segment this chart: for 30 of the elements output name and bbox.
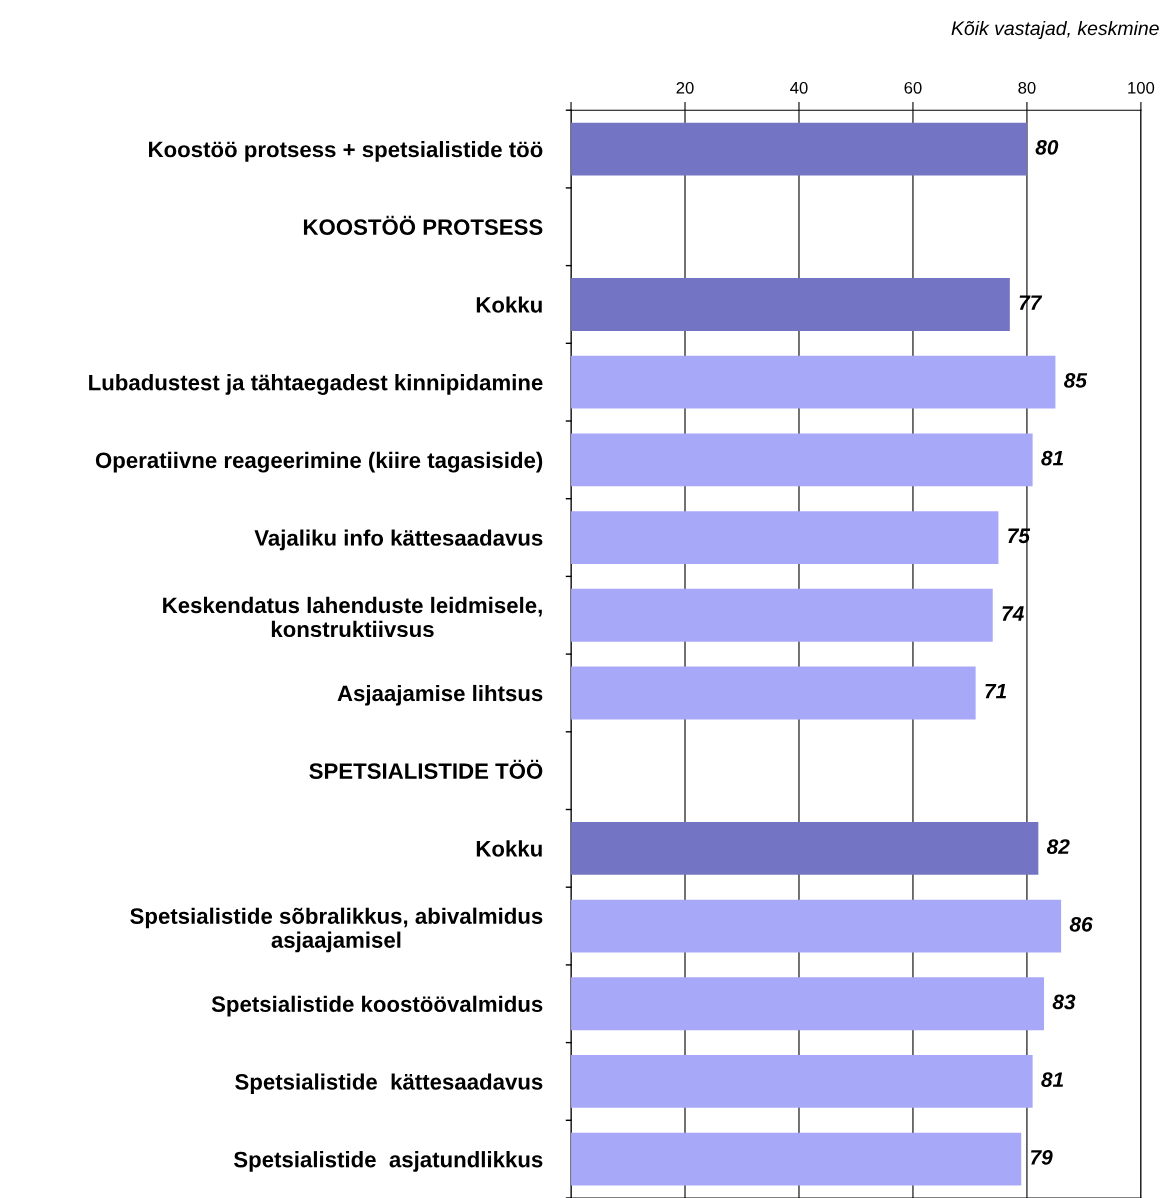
x-tick-label: 20 [676, 81, 694, 94]
y-tick-label: Spetsialistide koostöövalmidus [211, 995, 543, 1017]
y-tick-label: SPETSIALISTIDE TÖÖ [309, 759, 543, 779]
y-tick-label: KOOSTÖÖ PROTSESS [303, 215, 543, 236]
data-label: 80 [1035, 139, 1059, 155]
y-tick-label: Spetsialistide kättesaadavus [235, 1073, 543, 1095]
data-label: 85 [1064, 373, 1088, 388]
y-tick-label: Spetsialistide sõbralikkus, abivalmidus asjaajamisel [130, 907, 543, 953]
x-tick-label: 60 [904, 81, 922, 94]
x-tick-label: 80 [1018, 81, 1036, 94]
y-tick-label: Keskendatus lahenduste leidmisele, konstruktiivsus [163, 596, 542, 638]
y-tick-label: Spetsialistide asjatundlikkus [233, 1151, 543, 1172]
data-label: 86 [1069, 916, 1093, 932]
y-tick-label: Asjaajamise lihtsus [337, 684, 543, 706]
data-label: 83 [1052, 994, 1076, 1010]
data-label: 79 [1031, 1149, 1053, 1165]
y-tick-label: Operatiivne reageerimine (kiire tagasiside) [95, 451, 543, 473]
y-tick-label: Lubadustest ja tähtaegadest kinnipidamine [89, 374, 543, 395]
text: Kõik vastajad, keskmine [951, 20, 1159, 40]
data-label: 82 [1046, 839, 1070, 854]
x-tick-label: 100 [1128, 81, 1155, 94]
data-label: 74 [1002, 606, 1024, 621]
y-tick-label: Kokku [476, 840, 542, 857]
x-tick-label: 40 [790, 81, 808, 94]
y-tick-label: Vajaliku info kättesaadavus [254, 529, 543, 551]
data-label: 81 [1041, 450, 1064, 466]
data-label: 71 [985, 684, 1007, 699]
data-label: 81 [1041, 1072, 1064, 1088]
y-tick-label: Kokku [476, 296, 542, 313]
y-tick-label: Koostöö protsess + spetsialistide töö [149, 141, 543, 162]
